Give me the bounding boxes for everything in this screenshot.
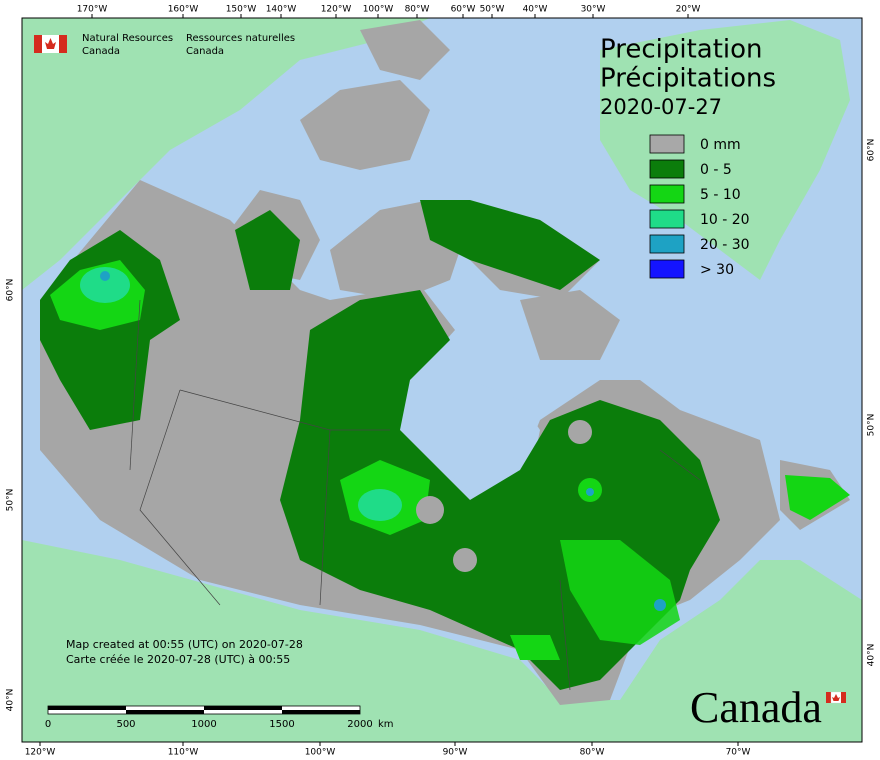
precipitation [40,200,850,690]
wordmark: Canada [690,683,822,732]
longitude-label: 150°W [226,5,257,15]
latitude-label: 60°N [867,139,877,162]
title: Precipitation [600,35,763,65]
legend-swatch [649,134,685,154]
note: Map created at 00:55 (UTC) on 2020-07-28 [66,638,303,651]
map-frame [21,17,863,743]
graticule-labels: 170°W 160°W 150°W 140°W 120°W 100°W 80°W 60°W 50… [6,5,877,758]
scale-label: 0 [45,719,51,730]
canada-wordmark: Canada [690,683,846,732]
legend-swatch [649,259,685,279]
legend-swatch [649,184,685,204]
legend-swatch [649,159,685,179]
legend-label: 0 mm [700,137,741,153]
legend-swatch [649,234,685,254]
legend-label: 0 - 5 [700,162,732,178]
longitude-label: 90°W [443,748,468,758]
longitude-label: 80°W [405,5,430,15]
longitude-label: 20°W [676,5,701,15]
longitude-label: 80°W [580,748,605,758]
foreign-land [22,18,862,742]
longitude-label: 120°W [25,748,56,758]
legend-label: 5 - 10 [700,187,741,203]
scale-bar: 0 500 1000 1500 2000 km [45,705,394,730]
agency-en: Natural Resources [82,33,173,44]
legend: 0 mm 0 - 5 5 - 10 10 - 20 20 - 30 > 30 [649,134,750,279]
scale-label: 1000 [191,719,216,730]
longitude-label: 100°W [363,5,394,15]
legend-label: > 30 [700,262,734,278]
latitude-label: 60°N [6,279,16,302]
legend-label: 10 - 20 [700,212,750,228]
longitude-label: 170°W [77,5,108,15]
longitude-label: 110°W [168,748,199,758]
scale-unit: km [378,719,394,730]
longitude-label: 50°W [480,5,505,15]
borders [129,299,701,691]
nrcan-header: Natural Resources Canada Ressources natu… [34,33,295,57]
longitude-label: 60°W [451,5,476,15]
scale-label: 1500 [269,719,294,730]
legend-label: 20 - 30 [700,237,750,253]
longitude-label: 70°W [726,748,751,758]
date: 2020-07-27 [600,95,722,119]
scale-label: 2000 [347,719,372,730]
scale-label: 500 [116,719,135,730]
longitude-label: 40°W [523,5,548,15]
hudson-bay [390,370,540,500]
latitude-label: 50°N [6,489,16,512]
longitude-label: 140°W [266,5,297,15]
legend-swatch [649,209,685,229]
longitude-label: 100°W [305,748,336,758]
latitude-label: 50°N [867,414,877,437]
agency-fr: Ressources naturelles [186,33,295,44]
agency-en: Canada [82,46,120,57]
agency-fr: Canada [186,46,224,57]
title: Précipitations [600,64,776,94]
longitude-label: 120°W [321,5,352,15]
latitude-label: 40°N [867,644,877,667]
longitude-label: 160°W [168,5,199,15]
longitude-label: 30°W [581,5,606,15]
note: Carte créée le 2020-07-28 (UTC) à 00:55 [66,653,290,666]
latitude-label: 40°N [6,689,16,712]
